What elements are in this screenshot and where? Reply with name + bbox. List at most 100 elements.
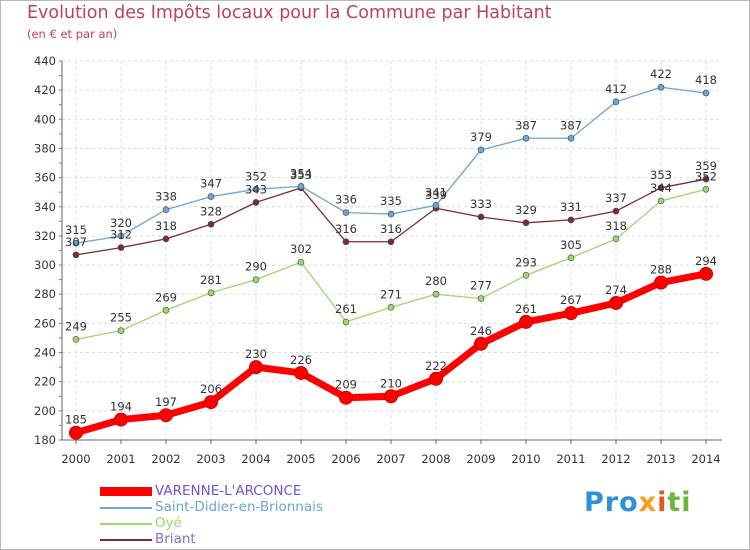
data-point-2 <box>207 289 215 297</box>
x-tick-label: 2009 <box>466 452 495 466</box>
data-point-3 <box>207 220 215 228</box>
data-point-3 <box>567 216 575 224</box>
y-tick-label: 320 <box>34 229 56 243</box>
legend-swatch <box>100 539 152 541</box>
data-point-0 <box>654 275 668 290</box>
legend-swatch <box>100 523 152 525</box>
data-label-1: 320 <box>110 216 132 230</box>
data-point-2 <box>252 276 260 283</box>
data-point-1 <box>342 209 350 216</box>
y-tick-label: 240 <box>34 346 56 360</box>
data-label-1: 347 <box>200 177 222 191</box>
data-label-3: 333 <box>470 197 492 211</box>
data-label-1: 387 <box>560 118 582 132</box>
data-label-2: 281 <box>200 273 222 287</box>
data-point-3 <box>162 235 170 243</box>
data-point-0 <box>519 314 533 329</box>
y-tick-label: 220 <box>34 375 56 389</box>
data-label-0: 274 <box>605 283 627 297</box>
legend: VARENNE-L'ARCONCE Saint-Didier-en-Brionna… <box>100 483 360 548</box>
data-label-0: 197 <box>155 395 177 409</box>
data-label-1: 341 <box>425 185 447 199</box>
data-point-2 <box>342 318 350 326</box>
data-point-0 <box>384 389 398 404</box>
data-label-0: 206 <box>200 382 222 396</box>
y-tick-label: 440 <box>34 54 56 68</box>
data-point-0 <box>564 306 578 321</box>
data-label-2: 269 <box>155 290 177 304</box>
data-point-2 <box>72 336 80 343</box>
data-label-2: 305 <box>560 238 582 252</box>
data-point-0 <box>204 395 218 410</box>
y-tick-label: 280 <box>34 287 56 301</box>
data-point-2 <box>522 271 530 279</box>
data-label-2: 293 <box>515 255 537 269</box>
data-label-0: 246 <box>470 324 492 338</box>
data-label-2: 271 <box>380 287 402 301</box>
data-point-3 <box>657 184 665 192</box>
y-tick-label: 400 <box>34 112 56 126</box>
data-point-2 <box>117 327 125 334</box>
data-point-1 <box>657 83 665 91</box>
x-tick-label: 2011 <box>556 452 585 466</box>
data-point-2 <box>612 235 620 243</box>
data-point-3 <box>342 238 350 246</box>
x-tick-label: 2005 <box>286 452 315 466</box>
x-tick-label: 2003 <box>196 452 225 466</box>
data-point-1 <box>252 185 260 193</box>
data-label-1: 418 <box>695 73 717 87</box>
legend-label: Oyé <box>155 515 182 531</box>
data-point-0 <box>294 365 308 380</box>
logo-part-1: Pro <box>584 487 639 518</box>
data-point-2 <box>432 290 440 298</box>
data-label-3: 318 <box>155 219 177 233</box>
data-label-1: 352 <box>245 169 267 183</box>
data-point-2 <box>657 197 665 205</box>
data-label-1: 387 <box>515 118 537 132</box>
data-label-3: 316 <box>335 222 357 236</box>
data-point-1 <box>477 146 485 154</box>
data-label-0: 230 <box>245 347 267 361</box>
data-label-0: 261 <box>515 302 537 316</box>
data-point-2 <box>702 185 710 193</box>
logo-part-4: ti <box>667 487 692 518</box>
x-tick-label: 2014 <box>691 452 720 466</box>
data-point-3 <box>387 238 395 246</box>
data-point-1 <box>297 183 305 190</box>
x-tick-label: 2013 <box>646 452 675 466</box>
y-tick-label: 360 <box>34 171 56 185</box>
legend-item: Oyé <box>100 515 360 532</box>
data-label-3: 337 <box>605 191 627 205</box>
data-point-1 <box>612 98 620 106</box>
x-tick-label: 2012 <box>601 452 630 466</box>
data-label-0: 222 <box>425 359 447 373</box>
data-label-1: 336 <box>335 193 357 207</box>
legend-label: Saint-Didier-en-Brionnais <box>155 499 323 515</box>
logo-part-3: i <box>657 487 668 518</box>
x-tick-label: 2001 <box>106 452 135 466</box>
data-point-3 <box>522 219 530 227</box>
data-point-3 <box>477 213 485 221</box>
y-tick-label: 300 <box>34 258 56 272</box>
x-tick-label: 2007 <box>376 452 405 466</box>
data-label-3: 331 <box>560 200 582 214</box>
data-point-1 <box>702 89 710 97</box>
data-label-0: 185 <box>65 413 87 427</box>
data-label-3: 353 <box>650 168 672 182</box>
data-point-1 <box>387 210 395 218</box>
data-point-0 <box>339 390 353 405</box>
data-label-3: 316 <box>380 222 402 236</box>
data-point-1 <box>72 239 80 247</box>
data-label-2: 280 <box>425 274 447 288</box>
data-label-0: 294 <box>695 254 717 268</box>
data-point-1 <box>522 134 530 142</box>
y-tick-label: 180 <box>34 433 56 447</box>
legend-label: Briant <box>155 531 196 547</box>
x-tick-label: 2004 <box>241 452 270 466</box>
legend-swatch <box>100 507 152 509</box>
x-tick-label: 2002 <box>151 452 180 466</box>
data-label-3: 353 <box>290 168 312 182</box>
logo-part-2: x <box>638 487 658 518</box>
data-point-2 <box>297 258 305 266</box>
